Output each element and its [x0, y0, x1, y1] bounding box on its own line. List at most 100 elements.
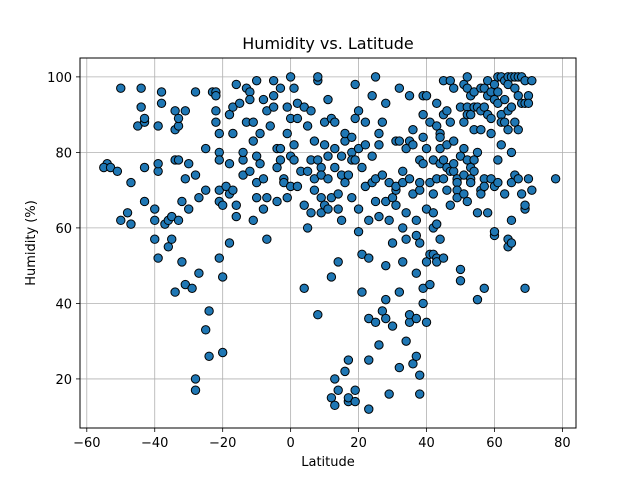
data-point: [408, 359, 418, 369]
data-point: [438, 174, 449, 184]
data-point: [251, 151, 262, 161]
data-point: [513, 174, 523, 184]
data-point: [408, 140, 418, 150]
data-point: [432, 121, 442, 131]
data-point: [408, 125, 418, 135]
data-point: [309, 136, 320, 146]
data-point: [248, 136, 258, 146]
data-point: [340, 366, 350, 377]
data-point: [116, 215, 126, 226]
data-point: [404, 174, 415, 184]
data-point: [313, 155, 323, 165]
data-point: [336, 151, 347, 161]
data-point: [411, 313, 422, 324]
data-point: [255, 128, 265, 139]
data-point: [479, 181, 489, 192]
x-tick-label: 0: [286, 436, 294, 451]
data-point: [448, 83, 459, 93]
data-point: [211, 106, 221, 116]
data-point: [126, 177, 136, 188]
data-point: [415, 177, 425, 188]
data-point: [347, 192, 357, 203]
data-point: [238, 147, 248, 158]
data-point: [377, 117, 388, 127]
data-point: [459, 189, 469, 199]
data-point: [350, 79, 360, 90]
data-points: [99, 72, 561, 414]
data-point: [282, 192, 292, 203]
data-point: [506, 147, 517, 158]
data-point: [330, 162, 340, 173]
data-point: [462, 196, 472, 207]
data-point: [217, 200, 228, 210]
data-point: [404, 91, 415, 101]
data-point: [258, 204, 269, 214]
data-point: [353, 106, 364, 116]
data-point: [465, 109, 476, 120]
data-point: [275, 143, 286, 154]
data-point: [200, 325, 211, 335]
data-point: [472, 147, 483, 158]
data-point: [370, 72, 381, 82]
y-tick-label: 60: [55, 222, 72, 237]
data-point: [486, 113, 496, 124]
data-point: [347, 132, 357, 142]
data-point: [217, 347, 228, 358]
data-point: [173, 215, 184, 226]
data-point: [398, 166, 408, 176]
data-point: [333, 204, 343, 214]
data-point: [445, 200, 456, 210]
data-point: [523, 98, 534, 109]
data-point: [472, 208, 483, 218]
data-point: [231, 79, 241, 90]
data-point: [364, 404, 374, 414]
data-point: [438, 155, 449, 165]
data-point: [353, 226, 364, 237]
data-point: [432, 98, 442, 109]
data-point: [472, 294, 483, 305]
data-point: [333, 385, 343, 395]
data-point: [520, 283, 530, 294]
data-point: [520, 200, 530, 210]
data-point: [448, 136, 459, 146]
data-point: [381, 313, 391, 324]
data-point: [214, 155, 224, 165]
data-point: [255, 159, 265, 169]
data-point: [435, 132, 445, 142]
data-point: [506, 102, 517, 112]
data-point: [425, 279, 435, 290]
data-point: [421, 317, 432, 327]
data-point: [432, 219, 442, 229]
data-point: [476, 189, 486, 199]
data-point: [387, 321, 398, 331]
data-point: [415, 238, 425, 248]
data-point: [510, 117, 520, 127]
data-point: [401, 336, 411, 346]
data-point: [224, 159, 235, 169]
data-point: [418, 159, 428, 169]
data-point: [387, 238, 398, 248]
data-point: [190, 170, 201, 180]
data-point: [234, 98, 245, 109]
data-point: [313, 72, 323, 82]
data-point: [228, 185, 238, 195]
data-point: [411, 268, 422, 278]
data-point: [139, 162, 150, 173]
data-point: [510, 83, 520, 93]
data-point: [214, 128, 224, 139]
data-point: [469, 155, 479, 165]
data-point: [377, 306, 388, 316]
data-point: [428, 208, 439, 218]
data-point: [272, 162, 282, 173]
data-point: [374, 340, 384, 350]
data-point: [381, 294, 391, 305]
data-point: [455, 276, 466, 286]
data-point: [319, 140, 330, 150]
data-point: [489, 226, 500, 237]
y-tick-label: 80: [55, 146, 72, 161]
data-point: [177, 196, 187, 207]
data-point: [398, 257, 408, 267]
data-point: [245, 94, 255, 105]
data-point: [204, 351, 214, 361]
